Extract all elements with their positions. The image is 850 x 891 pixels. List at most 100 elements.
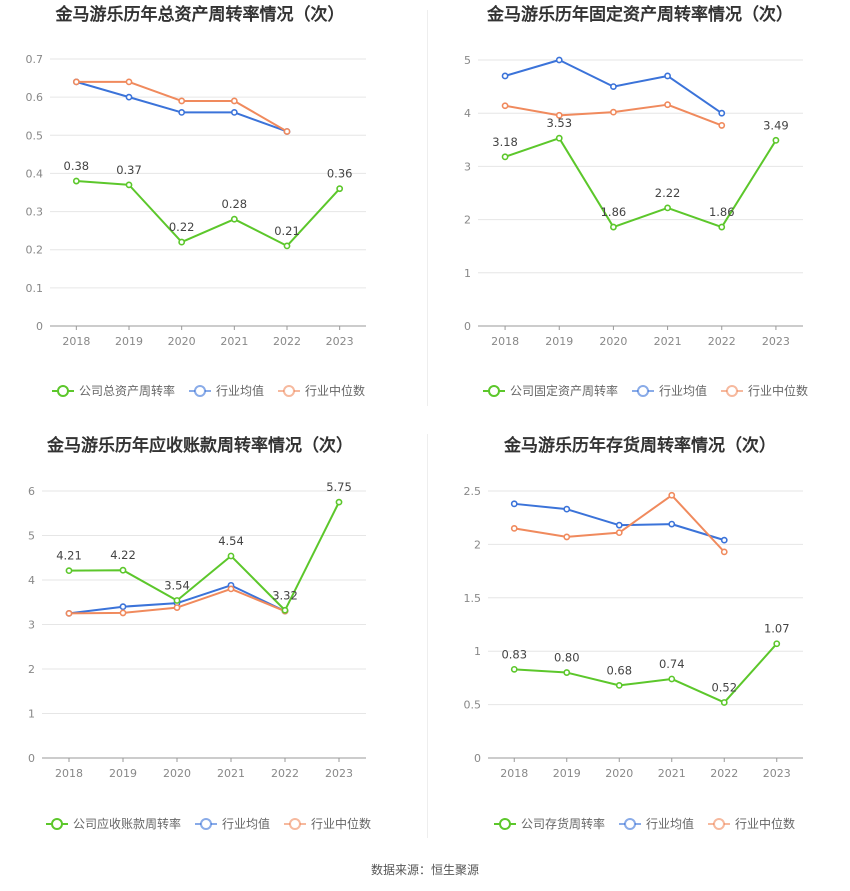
legend-label: 行业均值 — [222, 816, 270, 831]
data-point-company — [65, 567, 73, 575]
data-source-note: 数据来源：恒生聚源 — [370, 863, 479, 877]
legend-swatch-marker — [726, 385, 738, 397]
legend-item: 公司存货周转率 — [494, 816, 605, 831]
y-tick-label: 0 — [28, 752, 35, 765]
y-tick-label: 3 — [28, 619, 35, 632]
legend-label: 行业均值 — [659, 383, 707, 398]
legend-item: 行业中位数 — [708, 816, 795, 831]
x-tick-label: 2021 — [220, 335, 248, 348]
x-tick-label: 2019 — [553, 767, 581, 780]
chart-title: 金马游乐历年固定资产周转率情况（次） — [486, 4, 793, 25]
y-tick-label: 0.1 — [26, 282, 44, 295]
y-tick-label: 0.4 — [26, 167, 44, 180]
data-point-avg — [718, 109, 726, 117]
data-point-avg — [555, 56, 563, 64]
data-point-company — [335, 498, 343, 506]
x-tick-label: 2018 — [491, 335, 519, 348]
data-label: 4.54 — [218, 534, 244, 548]
data-point-company — [283, 242, 291, 250]
y-tick-label: 2 — [28, 663, 35, 676]
data-point-avg — [610, 83, 617, 90]
legend-swatch-marker — [637, 385, 649, 397]
chart-title: 金马游乐历年总资产周转率情况（次） — [55, 4, 345, 25]
legend-swatch-marker — [289, 818, 301, 830]
data-point-company — [773, 640, 781, 648]
data-point-company — [173, 597, 181, 604]
legend-swatch-marker — [283, 385, 295, 397]
data-point-avg — [125, 93, 133, 101]
chart-title: 金马游乐历年应收账款周转率情况（次） — [46, 435, 353, 456]
data-label: 0.74 — [659, 657, 685, 671]
data-point-company — [230, 215, 238, 223]
x-tick-label: 2020 — [599, 335, 627, 348]
y-tick-label: 1 — [28, 708, 35, 721]
series-line-company — [76, 180, 341, 247]
legend-swatch-marker — [200, 818, 212, 830]
data-point-company — [72, 177, 80, 185]
y-tick-label: 0 — [464, 320, 471, 333]
y-tick-label: 2.5 — [464, 485, 482, 498]
legend-label: 行业均值 — [216, 383, 264, 398]
data-point-median — [563, 533, 571, 541]
data-point-avg — [501, 72, 509, 80]
legend-swatch-marker — [57, 385, 69, 397]
x-tick-label: 2022 — [708, 335, 736, 348]
legend-label: 公司应收账款周转率 — [73, 816, 181, 831]
data-point-company — [281, 606, 289, 614]
data-point-median — [173, 604, 181, 611]
data-point-company — [227, 552, 235, 560]
y-tick-label: 3 — [464, 160, 471, 173]
data-point-median — [72, 78, 80, 86]
data-point-company — [510, 665, 518, 673]
data-point-median — [125, 78, 133, 86]
x-tick-label: 2018 — [62, 335, 90, 348]
data-label: 0.80 — [554, 651, 580, 665]
data-label: 0.21 — [274, 224, 300, 238]
legend-label: 公司总资产周转率 — [79, 383, 175, 398]
data-point-median — [230, 97, 238, 105]
x-tick-label: 2022 — [271, 767, 299, 780]
legend-label: 公司固定资产周转率 — [510, 383, 618, 398]
legend-item: 行业中位数 — [284, 816, 371, 831]
data-point-company — [615, 681, 623, 689]
legend-label: 行业中位数 — [311, 816, 371, 831]
data-label: 3.53 — [546, 116, 572, 130]
x-tick-label: 2021 — [217, 767, 245, 780]
x-tick-label: 2019 — [545, 335, 573, 348]
y-tick-label: 1.5 — [464, 592, 482, 605]
x-tick-label: 2019 — [109, 767, 137, 780]
series-line-median — [76, 80, 288, 133]
data-point-avg — [178, 109, 186, 116]
legend-label: 行业均值 — [646, 816, 694, 831]
data-point-median — [283, 128, 291, 135]
legend-item: 行业均值 — [195, 816, 270, 831]
data-point-company — [178, 238, 186, 246]
y-tick-label: 0.5 — [464, 699, 482, 712]
data-point-company — [610, 223, 617, 231]
x-tick-label: 2023 — [326, 335, 354, 348]
data-point-company — [718, 223, 726, 231]
data-point-median — [720, 548, 728, 556]
y-tick-label: 5 — [28, 530, 35, 543]
legend-swatch-marker — [51, 818, 63, 830]
data-label: 3.54 — [164, 578, 190, 592]
data-point-median — [510, 524, 518, 532]
x-tick-label: 2023 — [762, 335, 790, 348]
x-tick-label: 2018 — [500, 767, 528, 780]
x-tick-label: 2019 — [115, 335, 143, 348]
chart-panel: 金马游乐历年应收账款周转率情况（次） 0 1 2 3 4 5 6 2018 2019 2020 202… — [28, 435, 371, 831]
data-point-avg — [668, 520, 676, 528]
data-point-median — [668, 491, 676, 499]
x-tick-label: 2022 — [710, 767, 738, 780]
x-tick-label: 2020 — [163, 767, 191, 780]
data-label: 4.22 — [110, 548, 136, 562]
x-tick-label: 2023 — [325, 767, 353, 780]
legend-label: 公司存货周转率 — [521, 816, 605, 831]
data-label: 0.28 — [222, 197, 248, 211]
y-tick-label: 0.5 — [26, 129, 44, 142]
data-point-median — [555, 111, 563, 119]
legend-label: 行业中位数 — [305, 383, 365, 398]
data-point-avg — [119, 603, 127, 611]
data-label: 0.68 — [606, 663, 632, 677]
